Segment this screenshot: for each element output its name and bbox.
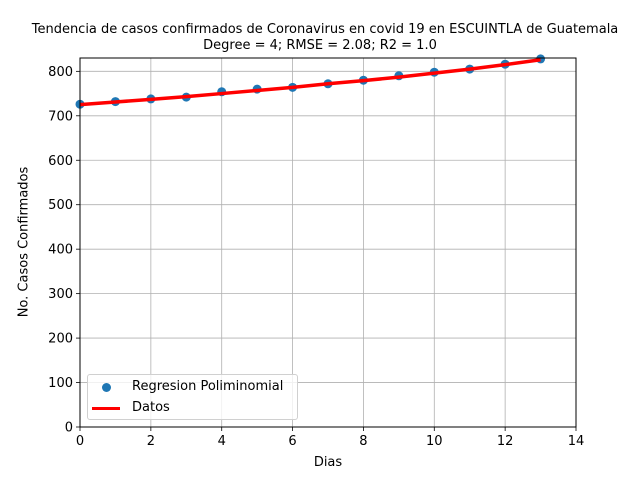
y-tick-label: 0: [65, 421, 73, 436]
legend-item-scatter: Regresion Poliminomial: [88, 377, 297, 397]
y-tick-label: 800: [48, 65, 73, 80]
y-tick-label: 600: [48, 154, 73, 169]
legend-label-scatter: Regresion Poliminomial: [132, 379, 284, 394]
x-tick-label: 14: [568, 434, 585, 449]
legend-item-line: Datos: [88, 398, 297, 418]
legend-marker-scatter: [102, 383, 111, 392]
x-tick-label: 6: [288, 434, 296, 449]
legend-marker-line: [92, 407, 120, 410]
x-tick-label: 10: [426, 434, 443, 449]
grid: [79, 58, 577, 428]
y-tick-label: 700: [48, 109, 73, 124]
legend-label-line: Datos: [132, 400, 170, 415]
y-tick-label: 300: [48, 287, 73, 302]
x-tick-label: 2: [147, 434, 155, 449]
x-tick-label: 4: [218, 434, 226, 449]
x-axis-label: Dias: [313, 455, 343, 470]
y-axis-label: No. Casos Confirmados: [16, 166, 32, 318]
chart-title: Tendencia de casos confirmados de Corona…: [31, 22, 619, 37]
x-tick-label: 0: [76, 434, 84, 449]
plot-frame: [79, 57, 577, 428]
plot-series: [75, 54, 546, 109]
y-tick-label: 100: [48, 376, 73, 391]
x-tick-label: 12: [497, 434, 514, 449]
chart-subtitle: Degree = 4; RMSE = 2.08; R2 = 1.0: [203, 38, 437, 53]
y-tick-label: 400: [48, 243, 73, 258]
y-tick-label: 500: [48, 198, 73, 213]
x-tick-label: 8: [359, 434, 367, 449]
legend: Regresion Poliminomial Datos: [87, 374, 298, 420]
axis-ticks: 0 2 4 6 8 10 12 14 0 100 200 300 400 500 600 700 800: [48, 65, 584, 449]
fit-line: [79, 58, 541, 107]
y-tick-label: 200: [48, 332, 73, 347]
